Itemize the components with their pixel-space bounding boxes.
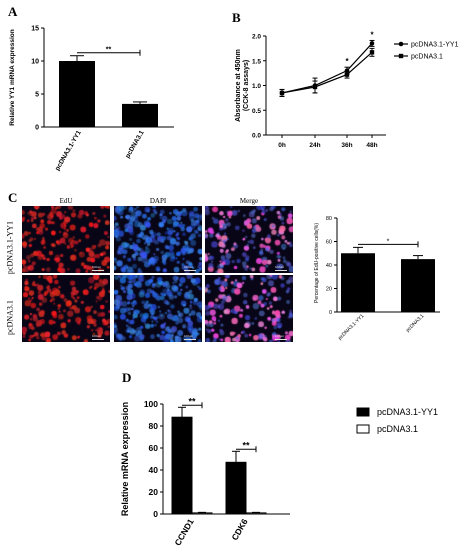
d-legend-label: pcDNA3.1 <box>377 424 418 434</box>
scale-bar-label: 100um <box>184 265 194 269</box>
micro-image-dapi-row1 <box>114 206 202 273</box>
b-ytick-label: 0.5 <box>252 108 261 115</box>
scale-bar-label: 100um <box>92 334 102 338</box>
scale-bar <box>92 339 104 340</box>
b-ytick-label: 1.5 <box>252 58 261 65</box>
d-ytick-label: 100 <box>144 399 158 409</box>
col-label-edu: EdU <box>59 197 73 205</box>
a-ytick-label: 10 <box>31 59 39 66</box>
b-ylabel: Absorbance at 450nm(CCK-8 assays) <box>235 49 250 122</box>
a-ytick-label: 5 <box>35 92 39 99</box>
col-label-dapi: DAPI <box>149 197 167 205</box>
d-bar <box>245 512 267 515</box>
b-legend-label: pcDNA3.1-YY1 <box>411 42 459 49</box>
d-ytick-label: 40 <box>149 465 159 475</box>
d-xtick-label: CCND1 <box>172 517 195 548</box>
scale-bar <box>275 339 287 340</box>
d-legend-swatch <box>356 424 370 434</box>
d-ytick-label: 60 <box>149 443 159 453</box>
b-legend-label: pcDNA3.1 <box>411 54 443 61</box>
b-point <box>279 90 285 96</box>
b-ytick-label: 0.0 <box>252 133 261 140</box>
b-xtick-label: 36h <box>341 142 352 149</box>
micro-image-merge-row2 <box>205 275 293 342</box>
b-point <box>369 41 375 46</box>
a-ylabel: Relative YY1 mRNA expression <box>9 29 16 125</box>
b-series-line <box>281 51 373 94</box>
a-ytick-label: 15 <box>31 26 39 33</box>
b-sig-label: * <box>370 30 374 39</box>
panel-letter-d: D <box>122 370 132 385</box>
a-bar <box>122 103 158 127</box>
b-point <box>344 72 350 77</box>
c-ytick-label: 40 <box>326 263 332 269</box>
c-bar <box>341 253 375 312</box>
panel-letter-a: A <box>8 4 18 19</box>
a-bar <box>59 61 95 127</box>
b-legend-marker <box>398 53 404 59</box>
d-legend-swatch <box>356 407 370 417</box>
d-xtick-label: CDK6 <box>229 517 249 542</box>
micro-image-edu-row1 <box>22 206 110 273</box>
b-series-line <box>281 43 373 94</box>
scale-bar-label: 100um <box>184 334 194 338</box>
b-point <box>312 84 318 90</box>
b-sig-label: * <box>345 57 349 66</box>
d-ytick-label: 80 <box>149 421 159 431</box>
micro-image-dapi-row2 <box>114 275 202 342</box>
scale-bar-label: 100um <box>275 265 285 269</box>
scale-bar <box>275 270 287 271</box>
d-sig-label: ** <box>188 396 196 406</box>
a-ytick-label: 0 <box>35 125 39 132</box>
b-xtick-label: 0h <box>278 142 286 149</box>
scale-bar-label: 100um <box>275 334 285 338</box>
c-ytick-label: 0 <box>329 310 332 316</box>
scale-bar <box>184 339 196 340</box>
d-sig-label: ** <box>242 440 250 450</box>
d-bar <box>171 416 193 515</box>
d-ytick-label: 20 <box>149 487 159 497</box>
micro-image-merge-row1 <box>205 206 293 273</box>
a-sig-label: ** <box>106 47 112 54</box>
c-sig-label: * <box>387 238 390 245</box>
b-point <box>369 50 375 55</box>
col-label-merge: Merge <box>239 197 259 205</box>
c-ylabel: Percentage of EdU-positive cells(%) <box>314 223 320 303</box>
c-ytick-label: 20 <box>326 287 332 293</box>
b-ytick-label: 1.0 <box>252 83 261 90</box>
d-ylabel: Relative mRNA expression <box>120 402 130 516</box>
d-bar <box>225 461 247 515</box>
panel-letter-c: C <box>8 190 18 205</box>
scale-bar-label: 100um <box>92 265 102 269</box>
b-ytick-label: 2.0 <box>252 34 261 41</box>
d-legend-label: pcDNA3.1-YY1 <box>377 407 438 417</box>
micro-image-edu-row2 <box>22 275 110 342</box>
c-ytick-label: 60 <box>326 240 332 246</box>
scale-bar <box>92 270 104 271</box>
d-ytick-label: 0 <box>153 509 158 519</box>
scale-bar <box>184 270 196 271</box>
c-bar <box>401 259 435 312</box>
c-ytick-label: 80 <box>326 216 332 222</box>
panel-letter-b: B <box>232 10 241 25</box>
b-xtick-label: 48h <box>366 142 377 149</box>
b-legend-marker <box>398 41 404 47</box>
d-bar <box>191 512 213 515</box>
b-xtick-label: 24h <box>309 142 320 149</box>
